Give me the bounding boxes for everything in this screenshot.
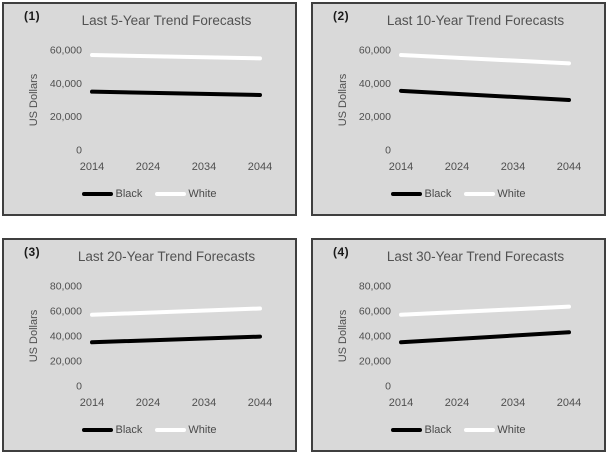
plot-area: 0 20,000 40,000 60,000 80,000 2014 2024 2034 204… xyxy=(50,281,272,410)
svg-text:2044: 2044 xyxy=(557,161,581,173)
svg-text:2014: 2014 xyxy=(80,161,104,173)
svg-text:2024: 2024 xyxy=(136,397,160,409)
svg-text:2014: 2014 xyxy=(389,161,413,173)
legend-label-white: White xyxy=(497,188,526,200)
svg-text:60,000: 60,000 xyxy=(359,45,391,57)
chart-title: Last 10-Year Trend Forecasts xyxy=(386,13,565,28)
svg-text:2024: 2024 xyxy=(445,397,469,409)
legend: Black White xyxy=(313,187,604,201)
legend-swatch-black xyxy=(82,428,114,432)
panel-index-label: (4) xyxy=(333,245,350,259)
legend-swatch-white xyxy=(464,192,496,196)
chart-panel-20-year: (3) Last 20-Year Trend Forecasts US Doll… xyxy=(2,238,297,452)
svg-text:20,000: 20,000 xyxy=(50,111,82,123)
svg-text:2034: 2034 xyxy=(192,397,216,409)
panel-index-label: (3) xyxy=(24,245,41,259)
chart-title: Last 30-Year Trend Forecasts xyxy=(386,249,565,264)
legend-label-white: White xyxy=(188,188,217,200)
legend-swatch-black xyxy=(391,192,423,196)
svg-text:60,000: 60,000 xyxy=(50,45,82,57)
legend: Black White xyxy=(4,187,295,201)
svg-text:2034: 2034 xyxy=(501,161,525,173)
legend: Black White xyxy=(4,423,295,437)
svg-text:60,000: 60,000 xyxy=(359,306,391,318)
svg-text:2034: 2034 xyxy=(192,161,216,173)
svg-text:80,000: 80,000 xyxy=(50,281,82,293)
svg-text:40,000: 40,000 xyxy=(359,78,391,90)
legend: Black White xyxy=(313,423,604,437)
chart-title: Last 5-Year Trend Forecasts xyxy=(81,13,252,28)
legend-label-black: Black xyxy=(424,188,452,200)
legend-label-white: White xyxy=(188,424,217,436)
svg-text:0: 0 xyxy=(76,381,82,393)
svg-text:20,000: 20,000 xyxy=(359,111,391,123)
legend-swatch-white xyxy=(155,428,187,432)
svg-text:20,000: 20,000 xyxy=(359,356,391,368)
svg-text:40,000: 40,000 xyxy=(50,331,82,343)
svg-text:2024: 2024 xyxy=(136,161,160,173)
plot-area: 0 20,000 40,000 60,000 2014 2024 2034 2044 xyxy=(50,45,272,174)
legend-label-white: White xyxy=(497,424,526,436)
chart-panel-30-year: (4) Last 30-Year Trend Forecasts US Doll… xyxy=(311,238,606,452)
chart-panel-5-year: (1) Last 5-Year Trend Forecasts US Dolla… xyxy=(2,2,297,216)
svg-text:0: 0 xyxy=(385,145,391,157)
svg-text:2034: 2034 xyxy=(501,397,525,409)
legend-label-black: Black xyxy=(115,188,143,200)
svg-text:0: 0 xyxy=(385,381,391,393)
svg-text:0: 0 xyxy=(76,145,82,157)
panel-index-label: (1) xyxy=(24,9,41,23)
svg-text:2014: 2014 xyxy=(80,397,104,409)
legend-swatch-black xyxy=(82,192,114,196)
svg-text:2044: 2044 xyxy=(248,397,272,409)
legend-swatch-white xyxy=(464,428,496,432)
svg-text:60,000: 60,000 xyxy=(50,306,82,318)
svg-text:2024: 2024 xyxy=(445,161,469,173)
svg-text:2044: 2044 xyxy=(557,397,581,409)
legend-swatch-black xyxy=(391,428,423,432)
chart-title: Last 20-Year Trend Forecasts xyxy=(77,249,256,264)
panel-index-label: (2) xyxy=(333,9,350,23)
svg-text:20,000: 20,000 xyxy=(50,356,82,368)
legend-label-black: Black xyxy=(424,424,452,436)
legend-label-black: Black xyxy=(115,424,143,436)
plot-area: 0 20,000 40,000 60,000 80,000 2014 2024 2034 204… xyxy=(359,281,581,410)
chart-panel-10-year: (2) Last 10-Year Trend Forecasts US Doll… xyxy=(311,2,606,216)
svg-text:2014: 2014 xyxy=(389,397,413,409)
plot-area: 0 20,000 40,000 60,000 2014 2024 2034 2044 xyxy=(359,45,581,174)
legend-swatch-white xyxy=(155,192,187,196)
svg-text:2044: 2044 xyxy=(248,161,272,173)
svg-text:80,000: 80,000 xyxy=(359,281,391,293)
svg-text:40,000: 40,000 xyxy=(50,78,82,90)
svg-text:40,000: 40,000 xyxy=(359,331,391,343)
